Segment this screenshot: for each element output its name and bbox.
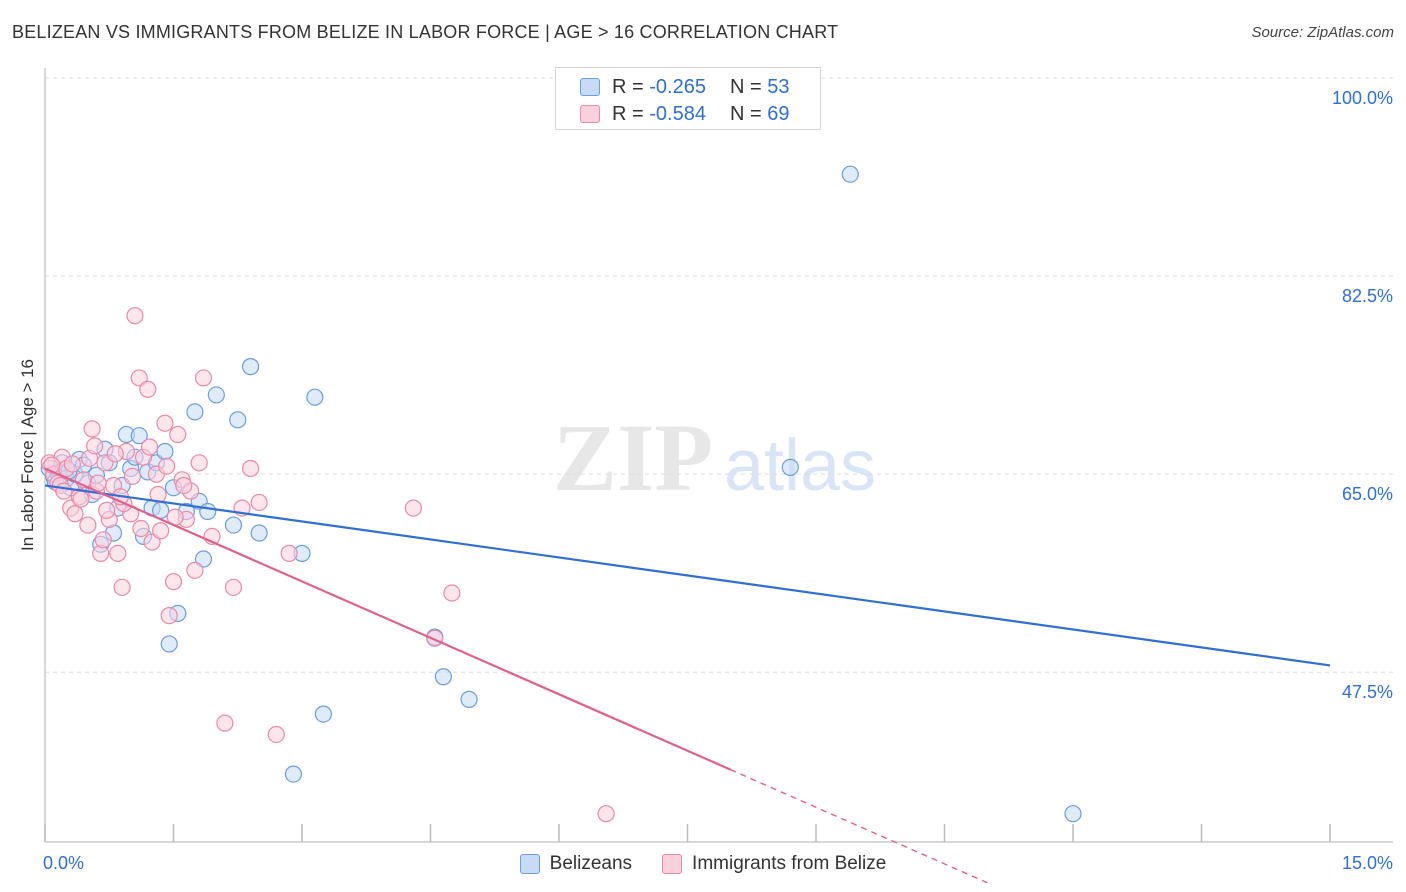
grid-lines	[45, 77, 1393, 673]
point-immigrants	[86, 437, 104, 455]
point-immigrants	[143, 533, 161, 551]
point-belizeans	[284, 765, 303, 783]
legend-item-immigrants: Immigrants from Belize	[662, 853, 886, 875]
scatter-points	[40, 165, 1082, 823]
point-immigrants	[109, 544, 127, 562]
point-immigrants	[66, 505, 84, 523]
point-immigrants	[98, 501, 116, 519]
point-belizeans	[130, 427, 148, 445]
legend-r-value: -0.265	[649, 75, 706, 98]
watermark-zip: ZIP	[553, 404, 713, 511]
legend-n-value: 53	[767, 75, 790, 98]
x-tick-label: 15.0%	[1342, 853, 1393, 873]
point-immigrants	[139, 380, 157, 398]
chart-title: BELIZEAN VS IMMIGRANTS FROM BELIZE IN LA…	[12, 22, 839, 42]
point-immigrants	[123, 467, 141, 486]
point-immigrants	[267, 725, 285, 744]
point-immigrants	[250, 493, 268, 512]
legend-n-label: N =	[729, 75, 762, 98]
point-immigrants	[186, 561, 204, 579]
point-belizeans	[224, 516, 243, 534]
point-immigrants	[140, 438, 159, 456]
point-belizeans	[194, 550, 213, 568]
point-belizeans	[841, 165, 859, 183]
series-legend: Belizeans Immigrants from Belize	[0, 851, 1406, 877]
point-immigrants	[55, 482, 73, 500]
point-immigrants	[113, 578, 131, 596]
legend-swatch-pink	[662, 854, 683, 874]
point-immigrants	[79, 516, 97, 534]
point-immigrants	[175, 476, 193, 495]
point-immigrants	[132, 519, 150, 538]
point-immigrants	[190, 454, 208, 472]
point-immigrants	[130, 369, 148, 387]
point-immigrants	[443, 584, 461, 602]
point-immigrants	[94, 531, 112, 549]
point-immigrants	[194, 369, 213, 387]
point-immigrants	[404, 499, 422, 517]
x-tick-label: 0.0%	[43, 853, 84, 873]
legend-swatch-pink	[580, 105, 600, 123]
legend-row-belizeans: R = -0.265 N = 53	[580, 74, 789, 100]
trendline-immigrants	[44, 467, 731, 771]
point-belizeans	[460, 690, 478, 708]
legend-r-value: -0.584	[649, 102, 706, 125]
legend-r-label: R =	[612, 102, 644, 125]
point-immigrants	[158, 457, 176, 475]
axes	[44, 68, 1393, 843]
point-immigrants	[126, 307, 144, 325]
legend-r-label: R =	[612, 75, 644, 98]
tick-labels: 47.5% 65.0% 82.5% 100.0% 0.0% 15.0%	[43, 88, 1393, 873]
stats-legend: R = -0.265 N = 53 R = -0.584 N = 69	[555, 67, 821, 130]
point-belizeans	[207, 386, 225, 404]
point-belizeans	[781, 458, 799, 476]
point-belizeans	[1064, 805, 1082, 823]
source-label: Source: ZipAtlas.com	[1251, 24, 1394, 41]
legend-n-label: N =	[729, 102, 762, 125]
watermark-atlas: atlas	[724, 426, 876, 506]
point-immigrants	[83, 420, 101, 438]
y-tick-label: 100.0%	[1332, 88, 1393, 108]
point-belizeans	[229, 411, 247, 429]
point-immigrants	[169, 425, 187, 444]
legend-label-belizeans: Belizeans	[549, 853, 633, 874]
point-immigrants	[224, 578, 243, 596]
point-immigrants	[280, 544, 298, 562]
point-belizeans	[314, 705, 333, 723]
trendline-immigrants-extension	[730, 768, 988, 884]
y-tick-label: 82.5%	[1342, 286, 1393, 306]
point-belizeans	[160, 635, 178, 653]
y-tick-label: 47.5%	[1342, 682, 1393, 702]
point-belizeans	[250, 524, 268, 542]
legend-swatch-blue	[580, 78, 600, 96]
trendline-belizeans	[44, 484, 1331, 667]
point-immigrants	[597, 805, 615, 823]
point-immigrants	[152, 522, 170, 540]
legend-swatch-blue	[519, 854, 540, 874]
point-belizeans	[199, 502, 217, 521]
point-belizeans	[434, 668, 452, 686]
point-belizeans	[306, 388, 324, 406]
point-immigrants	[164, 573, 183, 591]
point-immigrants	[149, 485, 167, 504]
point-immigrants	[63, 455, 82, 473]
point-immigrants	[242, 459, 260, 478]
legend-item-belizeans: Belizeans	[519, 853, 633, 875]
point-belizeans	[156, 442, 174, 461]
y-tick-label: 65.0%	[1342, 484, 1393, 504]
watermark: ZIP atlas	[553, 404, 876, 511]
point-belizeans	[186, 403, 204, 421]
legend-label-immigrants: Immigrants from Belize	[692, 853, 887, 874]
trend-lines	[44, 467, 1331, 884]
legend-n-value: 69	[767, 102, 790, 125]
point-immigrants	[106, 445, 124, 463]
point-belizeans	[242, 358, 260, 376]
point-immigrants	[216, 714, 234, 732]
legend-row-immigrants: R = -0.584 N = 69	[580, 101, 789, 127]
point-immigrants	[160, 607, 178, 625]
point-immigrants	[156, 414, 174, 432]
point-immigrants	[72, 490, 90, 508]
